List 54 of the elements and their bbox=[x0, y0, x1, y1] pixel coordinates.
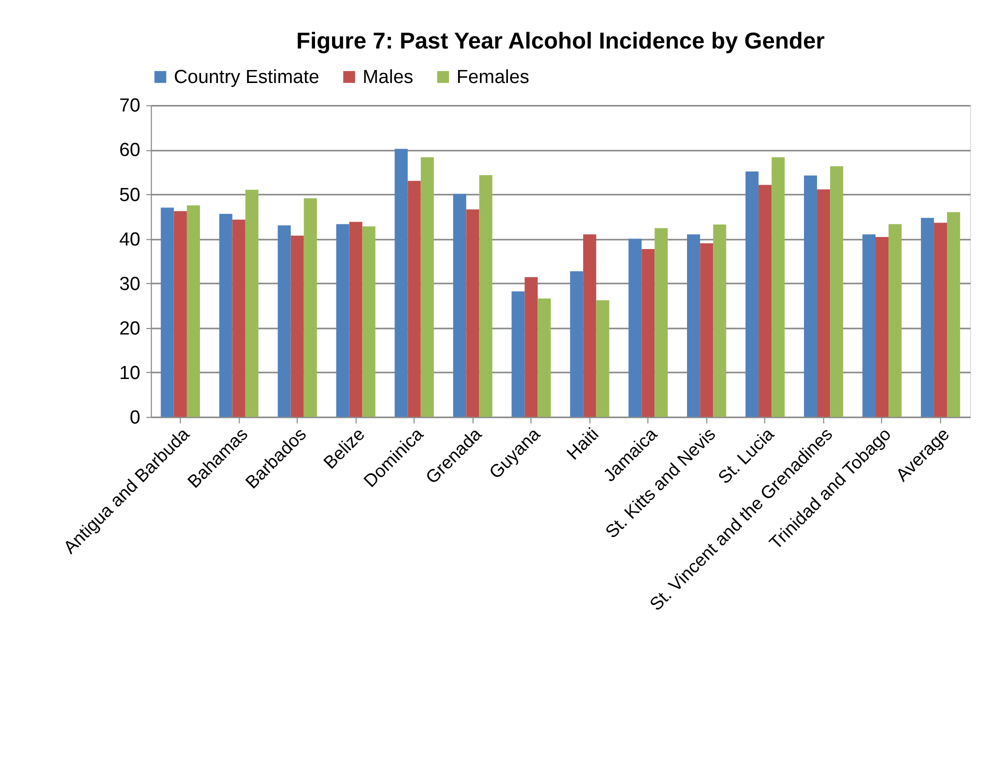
bar bbox=[304, 198, 317, 417]
bar bbox=[479, 175, 492, 417]
bar bbox=[687, 234, 700, 417]
bar bbox=[745, 172, 759, 417]
bar bbox=[700, 243, 714, 417]
bar bbox=[245, 190, 258, 417]
bar bbox=[160, 208, 174, 417]
y-tick-label: 0 bbox=[130, 407, 140, 428]
bar bbox=[596, 300, 610, 417]
bar bbox=[628, 238, 642, 417]
bar bbox=[512, 291, 525, 417]
bar bbox=[466, 209, 480, 417]
bar bbox=[174, 211, 187, 417]
bar bbox=[830, 166, 844, 417]
bar bbox=[772, 157, 785, 417]
bar bbox=[642, 249, 655, 417]
chart-title: Figure 7: Past Year Alcohol Incidence by Gender bbox=[296, 27, 825, 54]
bar bbox=[570, 271, 584, 417]
bar bbox=[219, 214, 232, 417]
y-tick-label: 70 bbox=[119, 96, 140, 117]
bar bbox=[920, 218, 934, 417]
bar bbox=[888, 224, 902, 417]
bar bbox=[420, 157, 434, 417]
bar bbox=[362, 226, 376, 417]
bar bbox=[278, 225, 291, 417]
y-tick-label: 50 bbox=[119, 184, 140, 206]
legend-label: Country Estimate bbox=[174, 66, 320, 88]
bar bbox=[336, 224, 350, 417]
bar bbox=[934, 222, 948, 417]
bar bbox=[290, 236, 304, 417]
bar bbox=[875, 237, 889, 417]
y-tick-label: 20 bbox=[119, 318, 140, 340]
bar bbox=[408, 180, 421, 417]
bar bbox=[524, 277, 538, 417]
bar bbox=[583, 234, 596, 417]
bar bbox=[232, 220, 246, 417]
y-tick-label: 30 bbox=[119, 274, 140, 295]
legend-label: Males bbox=[362, 66, 414, 88]
y-tick-label: 10 bbox=[119, 362, 140, 384]
bar bbox=[713, 224, 726, 417]
bar bbox=[804, 176, 818, 417]
bar bbox=[186, 205, 200, 417]
bar bbox=[538, 298, 551, 417]
bar bbox=[758, 184, 772, 417]
bar bbox=[654, 228, 668, 417]
bar bbox=[947, 212, 960, 417]
bar bbox=[349, 222, 362, 417]
bar bbox=[862, 234, 876, 417]
legend-label: Females bbox=[456, 66, 530, 88]
bar bbox=[394, 148, 408, 417]
y-tick-label: 60 bbox=[119, 140, 140, 162]
bar bbox=[817, 189, 830, 417]
bar bbox=[453, 194, 466, 417]
y-tick-label: 40 bbox=[119, 229, 140, 250]
